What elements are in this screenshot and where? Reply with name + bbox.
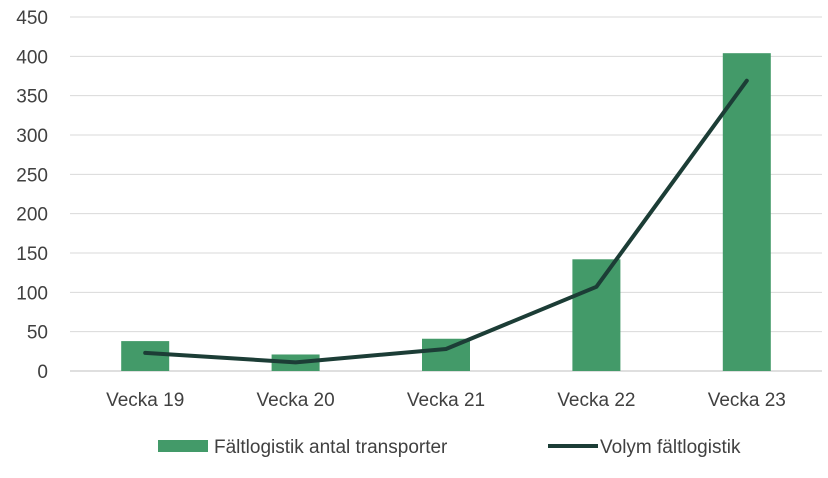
- series-line: [145, 81, 747, 363]
- legend-label-bars: Fältlogistik antal transporter: [214, 437, 448, 458]
- y-tick-label: 200: [16, 205, 48, 226]
- y-tick-label: 250: [16, 165, 48, 186]
- bar: [121, 341, 169, 371]
- bar: [572, 259, 620, 371]
- legend-swatch-bars: [158, 440, 208, 452]
- y-tick-label: 50: [27, 323, 48, 344]
- bar-series: [121, 53, 771, 371]
- legend: Fältlogistik antal transporter Volym fäl…: [158, 437, 741, 458]
- y-tick-label: 300: [16, 126, 48, 147]
- x-tick-label: Vecka 21: [407, 390, 485, 411]
- y-tick-label: 450: [16, 8, 48, 29]
- y-tick-label: 100: [16, 283, 48, 304]
- x-tick-label: Vecka 22: [557, 390, 635, 411]
- x-tick-label: Vecka 20: [257, 390, 335, 411]
- y-tick-label: 350: [16, 87, 48, 108]
- gridlines: [70, 17, 822, 371]
- y-tick-label: 0: [37, 362, 48, 383]
- line-series: [145, 81, 747, 363]
- legend-label-line: Volym fältlogistik: [600, 437, 741, 458]
- x-tick-label: Vecka 23: [708, 390, 786, 411]
- y-tick-label: 150: [16, 244, 48, 265]
- y-tick-label: 400: [16, 47, 48, 68]
- x-tick-label: Vecka 19: [106, 390, 184, 411]
